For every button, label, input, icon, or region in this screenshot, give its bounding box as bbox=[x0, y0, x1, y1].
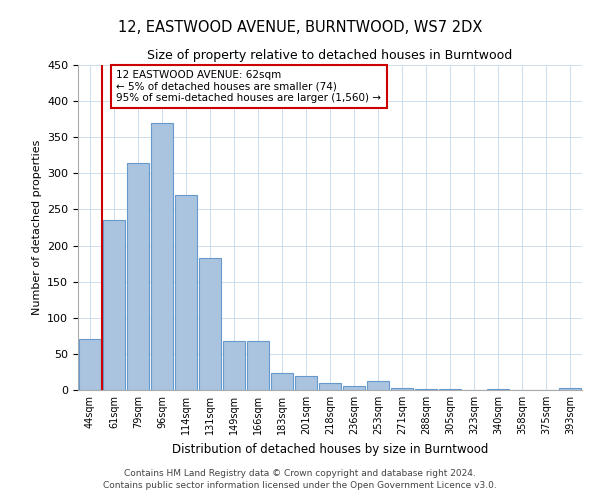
Bar bbox=[103, 220, 125, 390]
Bar bbox=[247, 341, 269, 390]
Bar bbox=[79, 340, 101, 390]
Bar bbox=[175, 195, 197, 390]
Bar bbox=[319, 383, 341, 390]
Bar bbox=[295, 376, 317, 390]
Bar bbox=[151, 123, 173, 390]
Text: 12, EASTWOOD AVENUE, BURNTWOOD, WS7 2DX: 12, EASTWOOD AVENUE, BURNTWOOD, WS7 2DX bbox=[118, 20, 482, 35]
Bar bbox=[223, 341, 245, 390]
Bar bbox=[367, 382, 389, 390]
Bar bbox=[271, 374, 293, 390]
Text: 12 EASTWOOD AVENUE: 62sqm
← 5% of detached houses are smaller (74)
95% of semi-d: 12 EASTWOOD AVENUE: 62sqm ← 5% of detach… bbox=[116, 70, 382, 103]
Bar bbox=[127, 162, 149, 390]
Bar bbox=[343, 386, 365, 390]
Bar bbox=[199, 258, 221, 390]
X-axis label: Distribution of detached houses by size in Burntwood: Distribution of detached houses by size … bbox=[172, 442, 488, 456]
Y-axis label: Number of detached properties: Number of detached properties bbox=[32, 140, 41, 315]
Bar bbox=[559, 388, 581, 390]
Text: Contains public sector information licensed under the Open Government Licence v3: Contains public sector information licen… bbox=[103, 481, 497, 490]
Text: Contains HM Land Registry data © Crown copyright and database right 2024.: Contains HM Land Registry data © Crown c… bbox=[124, 468, 476, 477]
Bar bbox=[391, 388, 413, 390]
Title: Size of property relative to detached houses in Burntwood: Size of property relative to detached ho… bbox=[148, 50, 512, 62]
